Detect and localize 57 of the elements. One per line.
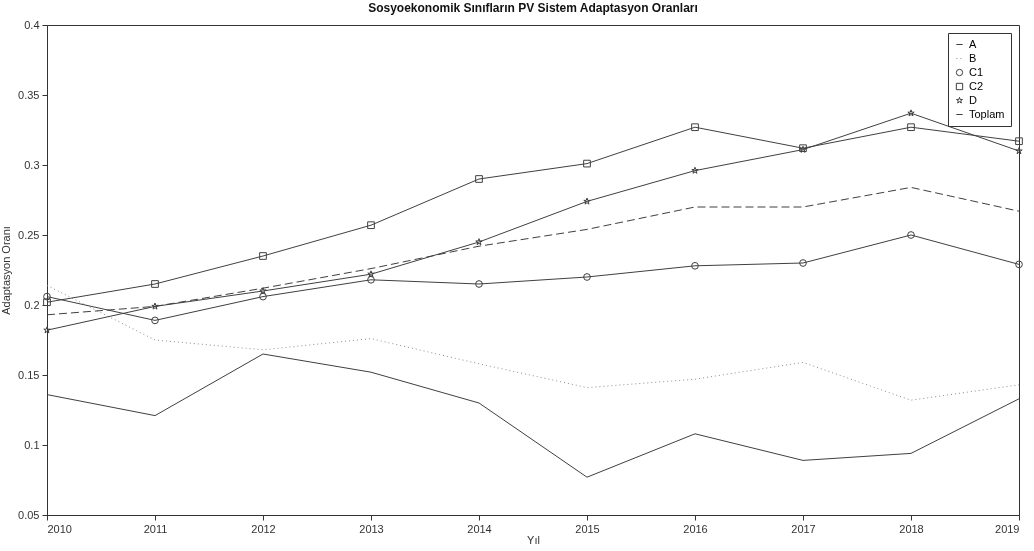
legend-label: C1 [969, 65, 984, 78]
point [1015, 260, 1023, 269]
y-tick-label: 0.1 [24, 438, 40, 451]
point [907, 123, 915, 132]
y-tick-label: 0.15 [18, 368, 40, 381]
y-tick-label: 0.35 [18, 88, 40, 101]
point [367, 270, 375, 278]
x-tick-label: 2012 [251, 522, 276, 535]
point [475, 175, 483, 183]
legend-label: C2 [969, 79, 984, 92]
x-tick-label: 2016 [683, 522, 708, 535]
point [907, 231, 915, 239]
legend-label: B [969, 51, 977, 64]
y-axis-title: Adaptasyon Oranı [0, 226, 13, 315]
x-tick-label: 2018 [899, 522, 924, 535]
chart-title: Sosyoekonomik Sınıfların PV Sistem Adaptasyon Oranları [368, 1, 698, 15]
point [259, 292, 267, 301]
x-tick-label: 2014 [467, 522, 492, 535]
x-axis-title: Yıl [527, 533, 540, 546]
x-tick-label: 2013 [359, 522, 384, 535]
point [691, 123, 699, 132]
point [259, 287, 267, 295]
point [151, 316, 159, 325]
point [691, 261, 699, 270]
x-tick-label: 2010 [47, 522, 72, 535]
point [1015, 137, 1023, 146]
x-tick-label: 2019 [995, 522, 1020, 535]
x-tick-label: 2015 [575, 522, 600, 535]
y-tick-label: 0.25 [18, 228, 40, 241]
point [259, 252, 267, 260]
point [43, 298, 51, 307]
point [151, 280, 159, 288]
x-tick-label: 2017 [791, 522, 816, 535]
point [907, 109, 915, 117]
legend-label: D [969, 93, 977, 106]
point [367, 275, 375, 284]
point [43, 292, 51, 301]
point [475, 280, 483, 288]
x-tick-label: 2011 [143, 522, 168, 535]
y-tick-label: 0.4 [24, 18, 40, 31]
point [151, 302, 159, 310]
legend-label: Toplam [969, 107, 1005, 120]
y-tick-label: 0.3 [24, 158, 40, 171]
point [475, 238, 483, 246]
point [799, 259, 807, 267]
point [691, 166, 699, 174]
legend-label: A [969, 37, 977, 50]
y-tick-label: 0.05 [18, 508, 40, 521]
point [1015, 147, 1023, 155]
point [367, 221, 375, 230]
line-series [46, 284, 1020, 401]
point [583, 273, 591, 281]
line-series [46, 353, 1020, 478]
point [583, 197, 591, 205]
point [43, 326, 51, 334]
point [583, 159, 591, 168]
y-tick-label: 0.2 [24, 298, 40, 311]
